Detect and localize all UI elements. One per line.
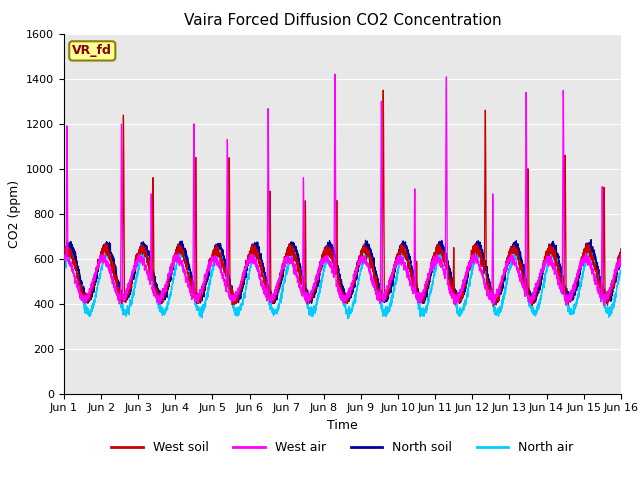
Text: VR_fd: VR_fd	[72, 44, 112, 58]
X-axis label: Time: Time	[327, 419, 358, 432]
Legend: West soil, West air, North soil, North air: West soil, West air, North soil, North a…	[106, 436, 579, 459]
Y-axis label: CO2 (ppm): CO2 (ppm)	[8, 180, 20, 248]
Title: Vaira Forced Diffusion CO2 Concentration: Vaira Forced Diffusion CO2 Concentration	[184, 13, 501, 28]
